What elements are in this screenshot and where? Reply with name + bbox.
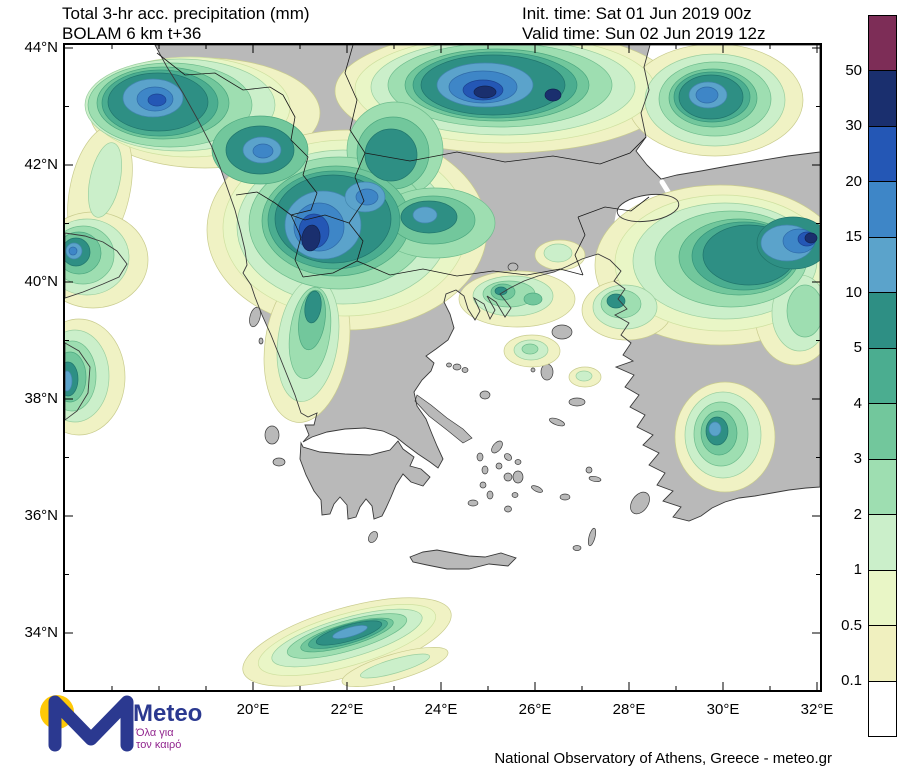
legend-label: 2 [853, 506, 862, 523]
legend-label: 15 [845, 228, 862, 245]
legend-label: 10 [845, 284, 862, 301]
attribution-text: National Observatory of Athens, Greece -… [494, 750, 832, 767]
meteo-logo-icon [40, 695, 134, 752]
legend-label: 4 [853, 395, 862, 412]
legend-cell [869, 182, 896, 238]
y-axis-label: 36°N [24, 507, 58, 524]
x-axis-label: 22°E [330, 701, 364, 718]
legend-cell [869, 626, 896, 682]
y-axis-label: 38°N [24, 390, 58, 407]
country-borders [156, 45, 650, 278]
x-axis-label: 24°E [424, 701, 458, 718]
brand-name: Meteo [133, 700, 203, 727]
x-axis-label: 28°E [612, 701, 646, 718]
legend-cell [869, 459, 896, 516]
legend-cell [869, 570, 896, 627]
legend-label: 30 [845, 117, 862, 134]
map-title: Total 3-hr acc. precipitation (mm) [62, 4, 310, 23]
legend-label: 5 [853, 339, 862, 356]
x-axis-label: 32°E [800, 701, 834, 718]
legend-cell [869, 404, 896, 460]
legend-colorbar [868, 15, 897, 737]
axis-tick-marks [65, 45, 820, 690]
precip-layer-30 [301, 85, 818, 252]
x-axis-label: 30°E [706, 701, 740, 718]
legend-cell [869, 293, 896, 349]
map-model: BOLAM 6 km t+36 [62, 24, 202, 43]
precipitation-map [65, 45, 820, 690]
legend-label: 0.5 [841, 617, 862, 634]
legend-cell [869, 71, 896, 127]
map-canvas [63, 43, 822, 692]
valid-time: Valid time: Sun 02 Jun 2019 12z [522, 24, 766, 43]
init-time: Init. time: Sat 01 Jun 2019 00z [522, 4, 752, 23]
legend-cell [869, 515, 896, 571]
legend-label: 50 [845, 62, 862, 79]
x-axis-label: 20°E [236, 701, 270, 718]
legend-label: 0.1 [841, 672, 862, 689]
brand-tagline: Όλα για τον καιρό [136, 727, 182, 751]
legend-cell [869, 348, 896, 405]
legend-cell [869, 16, 896, 72]
legend-cell [869, 126, 896, 183]
legend-label: 1 [853, 561, 862, 578]
legend-cell [869, 237, 896, 294]
y-axis-label: 34°N [24, 624, 58, 641]
logo-m-mark [48, 695, 134, 752]
y-axis-label: 44°N [24, 39, 58, 56]
legend-label: 20 [845, 173, 862, 190]
legend-cell [869, 681, 896, 737]
x-axis-label: 26°E [518, 701, 552, 718]
y-axis-label: 40°N [24, 273, 58, 290]
y-axis-label: 42°N [24, 156, 58, 173]
legend-label: 3 [853, 450, 862, 467]
